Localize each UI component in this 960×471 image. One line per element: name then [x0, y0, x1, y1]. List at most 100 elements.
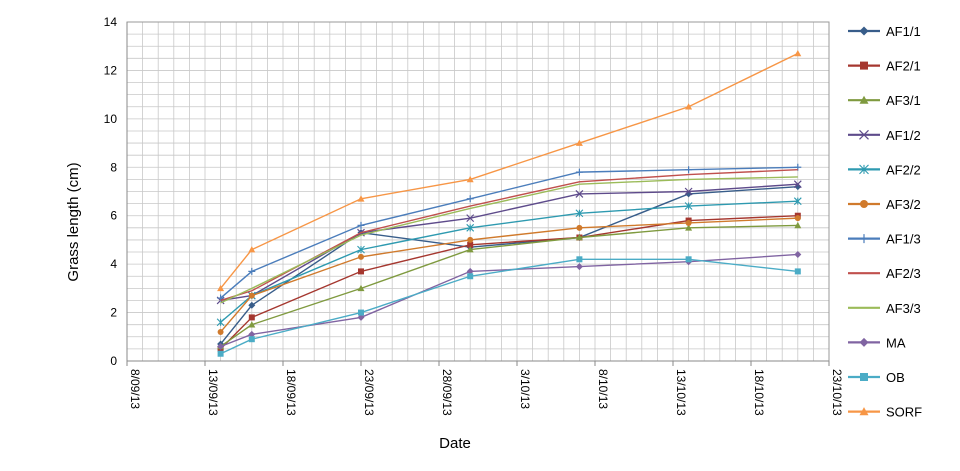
data-point [793, 197, 802, 206]
legend-item: SORF [848, 405, 922, 420]
x-tick-label: 23/10/13 [830, 369, 844, 416]
data-point [860, 200, 868, 208]
series-lines [216, 49, 802, 357]
y-tick-label: 12 [104, 63, 118, 77]
series-line [220, 52, 799, 289]
data-point [575, 189, 584, 198]
x-tick-label: 13/10/13 [674, 369, 688, 416]
y-tick-labels: 0 2 4 6 8 10 12 14 [104, 15, 118, 368]
series-af3-2 [217, 215, 801, 335]
y-tick-label: 2 [110, 306, 117, 320]
data-point [248, 292, 255, 299]
data-point [684, 202, 693, 210]
legend-item: AF2/1 [848, 59, 921, 74]
legend-item: AF1/1 [848, 24, 921, 39]
series-ob [217, 256, 801, 357]
x-tick-label: 18/09/13 [284, 369, 298, 416]
legend-item: AF3/1 [848, 93, 921, 108]
series-line [220, 169, 798, 302]
legend-item: AF3/3 [848, 301, 921, 316]
series-af1-3 [217, 163, 802, 302]
legend-label: AF2/1 [886, 59, 921, 74]
data-point [358, 309, 364, 316]
legend-label: AF2/3 [886, 266, 921, 281]
data-point [466, 214, 475, 223]
data-point [466, 175, 474, 183]
x-tick-label: 8/10/13 [596, 369, 610, 409]
x-tick-labels: 8/09/13 13/09/13 18/09/13 23/09/13 28/09/13 3… [126, 361, 844, 416]
data-point [358, 253, 364, 260]
data-point [466, 267, 474, 275]
data-point [575, 209, 584, 218]
y-tick-label: 6 [110, 209, 117, 223]
series-sorf [217, 49, 802, 292]
legend-item: AF3/2 [848, 197, 921, 212]
x-tick-label: 3/10/13 [518, 369, 532, 409]
legend-item: MA [848, 335, 906, 350]
x-tick-label: 13/09/13 [206, 369, 220, 416]
data-point [217, 342, 225, 350]
x-axis-title: Date [439, 435, 471, 452]
data-point [467, 236, 474, 243]
data-point [794, 268, 801, 275]
data-point [859, 164, 869, 175]
data-point [794, 250, 802, 258]
data-point [575, 168, 583, 176]
data-point [576, 224, 583, 231]
data-point [685, 224, 693, 231]
data-point [794, 221, 802, 229]
data-point [466, 223, 475, 232]
data-point [357, 221, 365, 229]
data-point [248, 330, 256, 338]
data-point [575, 234, 583, 241]
data-point [467, 241, 474, 248]
series-af3-1 [217, 221, 802, 350]
data-point [357, 313, 365, 321]
legend-label: AF2/2 [886, 162, 921, 177]
y-tick-label: 14 [104, 15, 118, 29]
data-point [859, 234, 869, 244]
series-line [220, 176, 798, 304]
data-point [248, 321, 256, 328]
series-line [220, 166, 798, 299]
data-point [357, 195, 365, 202]
data-point [248, 336, 255, 343]
legend-item: AF1/2 [848, 128, 921, 143]
data-point [466, 246, 474, 253]
data-point [248, 314, 255, 321]
series-line [220, 217, 798, 333]
legend-label: AF1/3 [886, 232, 921, 247]
legend-label: AF3/1 [886, 93, 921, 108]
y-tick-label: 4 [110, 257, 117, 271]
data-point [860, 373, 868, 381]
legend-label: AF1/2 [886, 128, 921, 143]
data-point [248, 246, 256, 253]
legend-label: SORF [886, 405, 922, 420]
data-point [576, 256, 583, 263]
data-point [684, 187, 693, 196]
y-axis-title: Grass length (cm) [65, 162, 82, 281]
series-af3-3 [220, 176, 798, 304]
legend-item: AF2/3 [848, 266, 921, 281]
data-point [217, 328, 224, 335]
legend-label: OB [886, 370, 905, 385]
data-point [685, 103, 693, 110]
data-point [575, 139, 583, 146]
y-tick-label: 8 [110, 160, 117, 174]
y-tick-label: 10 [104, 112, 118, 126]
x-tick-label: 23/09/13 [362, 369, 376, 416]
axes [126, 21, 830, 362]
legend-label: AF1/1 [886, 24, 921, 39]
legend-item: OB [848, 370, 905, 385]
data-point [859, 407, 869, 416]
data-point [357, 245, 365, 254]
data-point [217, 350, 224, 357]
data-point [794, 215, 801, 222]
legend-label: AF3/3 [886, 301, 921, 316]
legend-item: AF2/2 [848, 162, 921, 177]
data-point [216, 318, 225, 327]
data-point [685, 256, 692, 263]
data-point [466, 195, 474, 203]
data-point [859, 337, 869, 347]
